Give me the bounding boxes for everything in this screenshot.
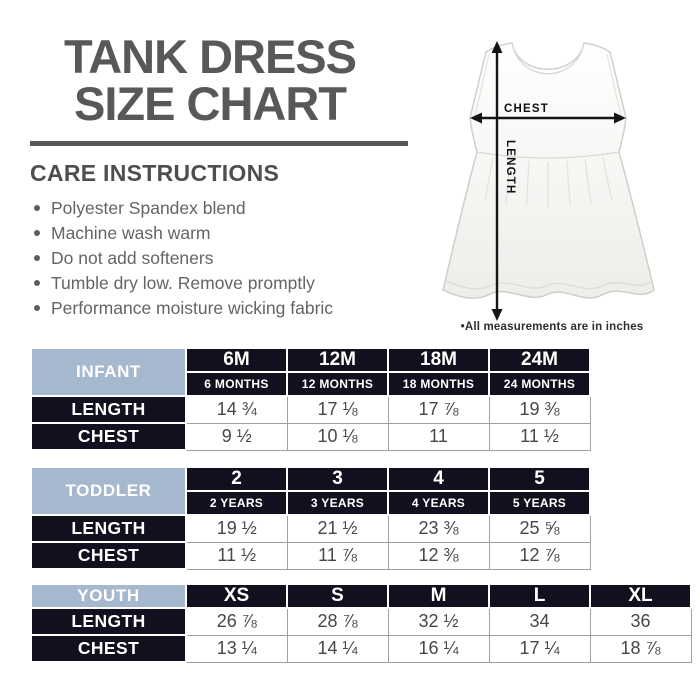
size-group-label: INFANT	[30, 347, 187, 397]
measurement-value-cell: 11	[387, 422, 490, 451]
dress-armhole-right	[606, 53, 623, 120]
chest-arrow	[470, 112, 626, 124]
measurement-value-cell: 11 ½	[488, 422, 591, 451]
size-age-subheader: 3 YEARS	[286, 490, 389, 516]
size-age-subheader: 12 MONTHS	[286, 371, 389, 397]
measurement-value-cell: 32 ½	[387, 607, 490, 636]
size-code-header: 24M	[488, 347, 591, 373]
care-instruction-item: Polyester Spandex blend	[32, 199, 432, 218]
size-table-youth: YOUTH XS S M L XL LENGTH 26 ⅞ 28 ⅞ 32 ½ 34 36 CHEST 1…	[30, 583, 692, 663]
size-code-header: 3	[286, 466, 389, 492]
care-instructions-list: Polyester Spandex blend Machine wash warm…	[32, 199, 432, 324]
measurement-value-cell: 17 ⅞	[387, 395, 490, 424]
measurement-value-cell: 12 ⅞	[488, 541, 591, 570]
size-code-header: XL	[589, 583, 692, 609]
measurement-value-cell: 11 ⅞	[286, 541, 389, 570]
measurement-value-cell: 23 ⅜	[387, 514, 490, 543]
measurement-value-cell: 26 ⅞	[185, 607, 288, 636]
dress-gathers	[484, 156, 613, 207]
measurement-row-label: LENGTH	[30, 607, 187, 636]
chest-label: CHEST	[504, 103, 549, 115]
measurement-value-cell: 14 ¾	[185, 395, 288, 424]
size-group-label: TODDLER	[30, 466, 187, 516]
size-age-subheader: 2 YEARS	[185, 490, 288, 516]
dress-armhole-left	[473, 53, 490, 120]
measurement-value-cell: 17 ¼	[488, 634, 591, 663]
dress-hem-band	[446, 280, 651, 290]
measurement-value-cell: 19 ½	[185, 514, 288, 543]
size-code-header: 2	[185, 466, 288, 492]
size-code-header: 5	[488, 466, 591, 492]
size-age-subheader: 4 YEARS	[387, 490, 490, 516]
measurement-value-cell: 25 ⅝	[488, 514, 591, 543]
dress-waist-seam	[476, 151, 620, 159]
measurement-value-cell: 17 ⅛	[286, 395, 389, 424]
title-line-1: TANK DRESS	[63, 30, 357, 83]
size-code-header: 4	[387, 466, 490, 492]
size-code-header: XS	[185, 583, 288, 609]
measurement-value-cell: 36	[589, 607, 692, 636]
measurement-value-cell: 18 ⅞	[589, 634, 692, 663]
measurement-value-cell: 28 ⅞	[286, 607, 389, 636]
measurement-row-label: CHEST	[30, 634, 187, 663]
care-instruction-item: Do not add softeners	[32, 249, 432, 268]
measurement-row-label: LENGTH	[30, 514, 187, 543]
measurement-value-cell: 10 ⅛	[286, 422, 389, 451]
length-arrow	[491, 41, 503, 321]
size-group-label: YOUTH	[30, 583, 187, 609]
measurement-value-cell: 14 ¼	[286, 634, 389, 663]
length-label: LENGTH	[504, 140, 516, 194]
dress-neckline	[511, 42, 585, 75]
measurement-value-cell: 19 ⅜	[488, 395, 591, 424]
measurement-value-cell: 34	[488, 607, 591, 636]
measurement-value-cell: 21 ½	[286, 514, 389, 543]
measurement-note: •All measurements are in inches	[460, 321, 644, 333]
size-age-subheader: 6 MONTHS	[185, 371, 288, 397]
care-instructions-heading: CARE INSTRUCTIONS	[30, 160, 280, 186]
care-instruction-item: Tumble dry low. Remove promptly	[32, 274, 432, 293]
size-code-header: L	[488, 583, 591, 609]
measurement-row-label: CHEST	[30, 422, 187, 451]
tank-dress-illustration: CHEST LENGTH	[442, 41, 655, 321]
measurement-value-cell: 11 ½	[185, 541, 288, 570]
measurement-row-label: LENGTH	[30, 395, 187, 424]
title-line-2: SIZE CHART	[74, 77, 347, 130]
measurement-value-cell: 16 ¼	[387, 634, 490, 663]
size-code-header: 18M	[387, 347, 490, 373]
care-instruction-item: Machine wash warm	[32, 224, 432, 243]
measurement-value-cell: 12 ⅜	[387, 541, 490, 570]
title-divider	[30, 141, 408, 146]
size-age-subheader: 18 MONTHS	[387, 371, 490, 397]
size-code-header: 6M	[185, 347, 288, 373]
size-table-toddler: TODDLER 2 3 4 5 2 YEARS 3 YEARS 4 YEARS 5 YEARS L…	[30, 466, 591, 570]
care-instruction-item: Performance moisture wicking fabric	[32, 299, 432, 318]
measurement-value-cell: 9 ½	[185, 422, 288, 451]
size-age-subheader: 5 YEARS	[488, 490, 591, 516]
measurement-row-label: CHEST	[30, 541, 187, 570]
size-age-subheader: 24 MONTHS	[488, 371, 591, 397]
size-table-infant: INFANT 6M 12M 18M 24M 6 MONTHS 12 MONTHS 18 MON…	[30, 347, 591, 451]
measurement-value-cell: 13 ¼	[185, 634, 288, 663]
size-code-header: 12M	[286, 347, 389, 373]
size-code-header: S	[286, 583, 389, 609]
page-title: TANK DRESS SIZE CHART	[10, 33, 410, 127]
size-code-header: M	[387, 583, 490, 609]
